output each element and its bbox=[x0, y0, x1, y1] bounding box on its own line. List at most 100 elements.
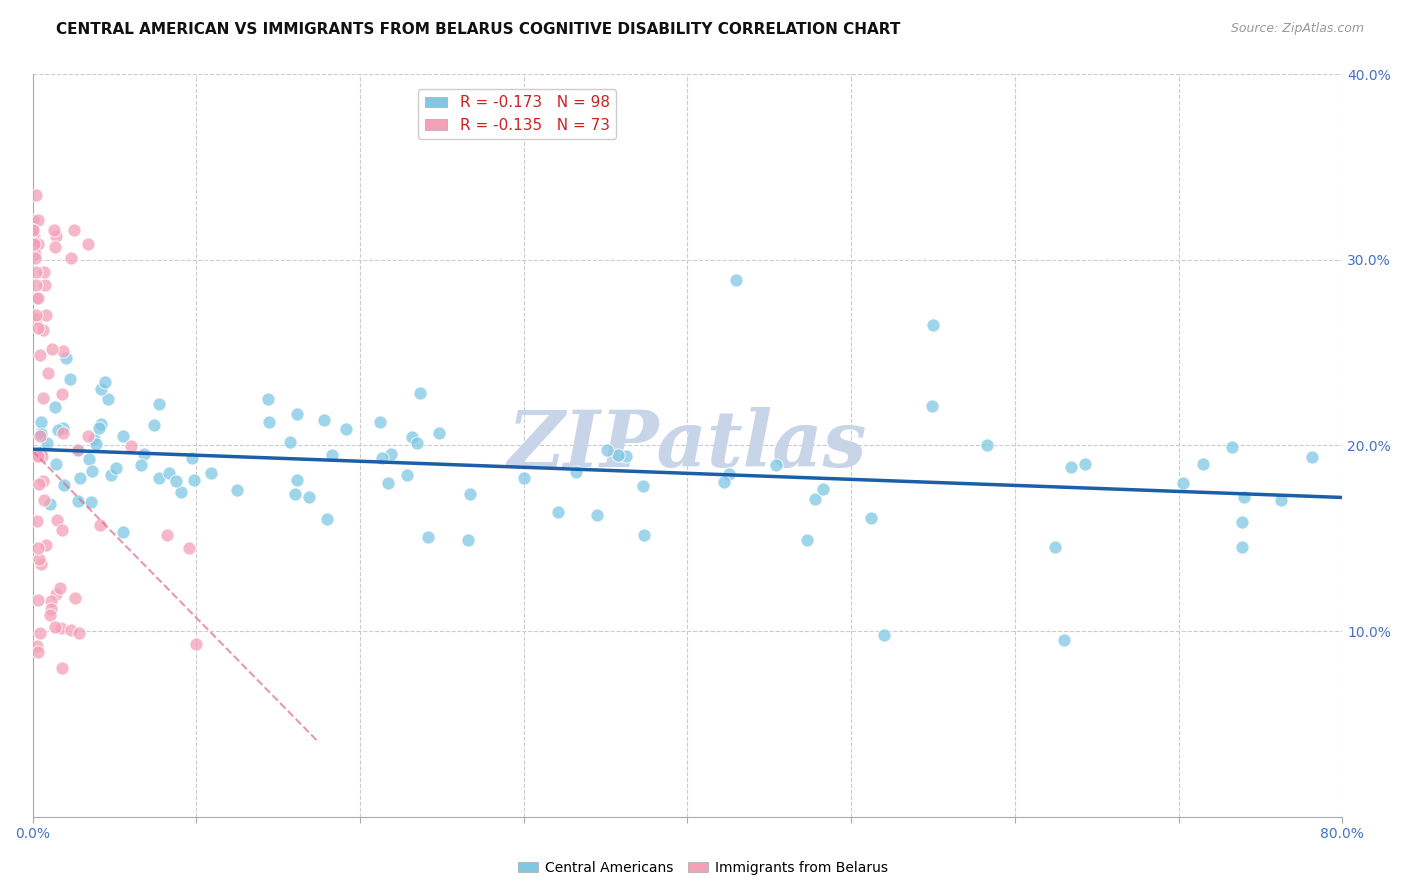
Point bbox=[27, 291, 49, 305]
Point bbox=[32, 493, 55, 508]
Point bbox=[89, 518, 111, 533]
Point bbox=[24, 240, 46, 254]
Point bbox=[66, 442, 89, 457]
Point bbox=[226, 483, 249, 498]
Point bbox=[1192, 458, 1215, 472]
Point bbox=[1232, 540, 1254, 554]
Point bbox=[614, 449, 637, 463]
Point bbox=[725, 273, 748, 287]
Point bbox=[409, 386, 432, 401]
Point bbox=[1074, 458, 1097, 472]
Point bbox=[298, 490, 321, 504]
Point bbox=[25, 278, 48, 293]
Point bbox=[30, 558, 52, 572]
Point bbox=[25, 291, 48, 305]
Point bbox=[90, 382, 112, 396]
Point bbox=[316, 512, 339, 526]
Point bbox=[1171, 476, 1194, 491]
Point bbox=[32, 323, 55, 337]
Point bbox=[77, 452, 100, 467]
Point bbox=[30, 425, 52, 440]
Point bbox=[284, 487, 307, 501]
Text: CENTRAL AMERICAN VS IMMIGRANTS FROM BELARUS COGNITIVE DISABILITY CORRELATION CHA: CENTRAL AMERICAN VS IMMIGRANTS FROM BELA… bbox=[56, 22, 901, 37]
Point bbox=[60, 251, 83, 265]
Point bbox=[24, 251, 46, 265]
Point bbox=[39, 602, 62, 616]
Point bbox=[30, 444, 52, 458]
Point bbox=[46, 513, 69, 527]
Point bbox=[285, 473, 308, 487]
Point bbox=[1053, 633, 1076, 648]
Point bbox=[457, 533, 479, 547]
Point bbox=[51, 621, 73, 635]
Point bbox=[27, 552, 49, 566]
Point bbox=[1220, 440, 1243, 454]
Point bbox=[49, 581, 72, 595]
Point bbox=[811, 483, 834, 497]
Point bbox=[129, 458, 152, 472]
Point bbox=[39, 497, 62, 511]
Point bbox=[34, 265, 56, 279]
Point bbox=[35, 308, 58, 322]
Point bbox=[22, 228, 45, 243]
Point bbox=[30, 427, 52, 442]
Point bbox=[39, 594, 62, 608]
Point bbox=[633, 528, 655, 542]
Point bbox=[804, 492, 827, 507]
Point bbox=[105, 461, 128, 475]
Point bbox=[396, 468, 419, 483]
Point bbox=[922, 318, 945, 332]
Point bbox=[90, 417, 112, 431]
Point bbox=[27, 212, 49, 227]
Point bbox=[143, 418, 166, 433]
Point bbox=[1270, 492, 1292, 507]
Point bbox=[30, 348, 52, 362]
Text: Source: ZipAtlas.com: Source: ZipAtlas.com bbox=[1230, 22, 1364, 36]
Point bbox=[1232, 515, 1254, 529]
Point bbox=[157, 466, 180, 480]
Point bbox=[76, 237, 98, 252]
Point bbox=[24, 265, 46, 279]
Point bbox=[83, 432, 105, 446]
Point bbox=[80, 464, 103, 478]
Point bbox=[370, 451, 392, 466]
Point bbox=[1043, 541, 1066, 555]
Point bbox=[51, 387, 73, 401]
Point bbox=[765, 458, 787, 472]
Point bbox=[80, 495, 103, 509]
Point bbox=[401, 430, 423, 444]
Point bbox=[38, 608, 60, 623]
Point bbox=[368, 416, 391, 430]
Point bbox=[607, 448, 630, 462]
Point bbox=[22, 223, 45, 237]
Point bbox=[1301, 450, 1323, 464]
Point bbox=[285, 407, 308, 421]
Point bbox=[321, 448, 343, 462]
Point bbox=[976, 437, 998, 451]
Point bbox=[1060, 460, 1083, 475]
Point bbox=[59, 624, 82, 638]
Point bbox=[713, 475, 735, 490]
Point bbox=[427, 425, 450, 440]
Point bbox=[860, 511, 883, 525]
Point bbox=[165, 474, 187, 488]
Point bbox=[120, 439, 142, 453]
Point bbox=[27, 541, 49, 556]
Point bbox=[873, 628, 896, 642]
Point bbox=[184, 637, 207, 651]
Point bbox=[200, 466, 222, 480]
Point bbox=[42, 223, 65, 237]
Point bbox=[28, 429, 51, 443]
Point bbox=[24, 187, 46, 202]
Point bbox=[633, 479, 655, 493]
Point bbox=[58, 372, 80, 386]
Point bbox=[25, 311, 48, 326]
Point bbox=[513, 471, 536, 485]
Point bbox=[69, 471, 91, 485]
Point bbox=[25, 308, 48, 322]
Point bbox=[27, 593, 49, 607]
Point bbox=[41, 343, 63, 357]
Point bbox=[45, 228, 67, 243]
Point bbox=[28, 477, 51, 491]
Point bbox=[44, 620, 66, 634]
